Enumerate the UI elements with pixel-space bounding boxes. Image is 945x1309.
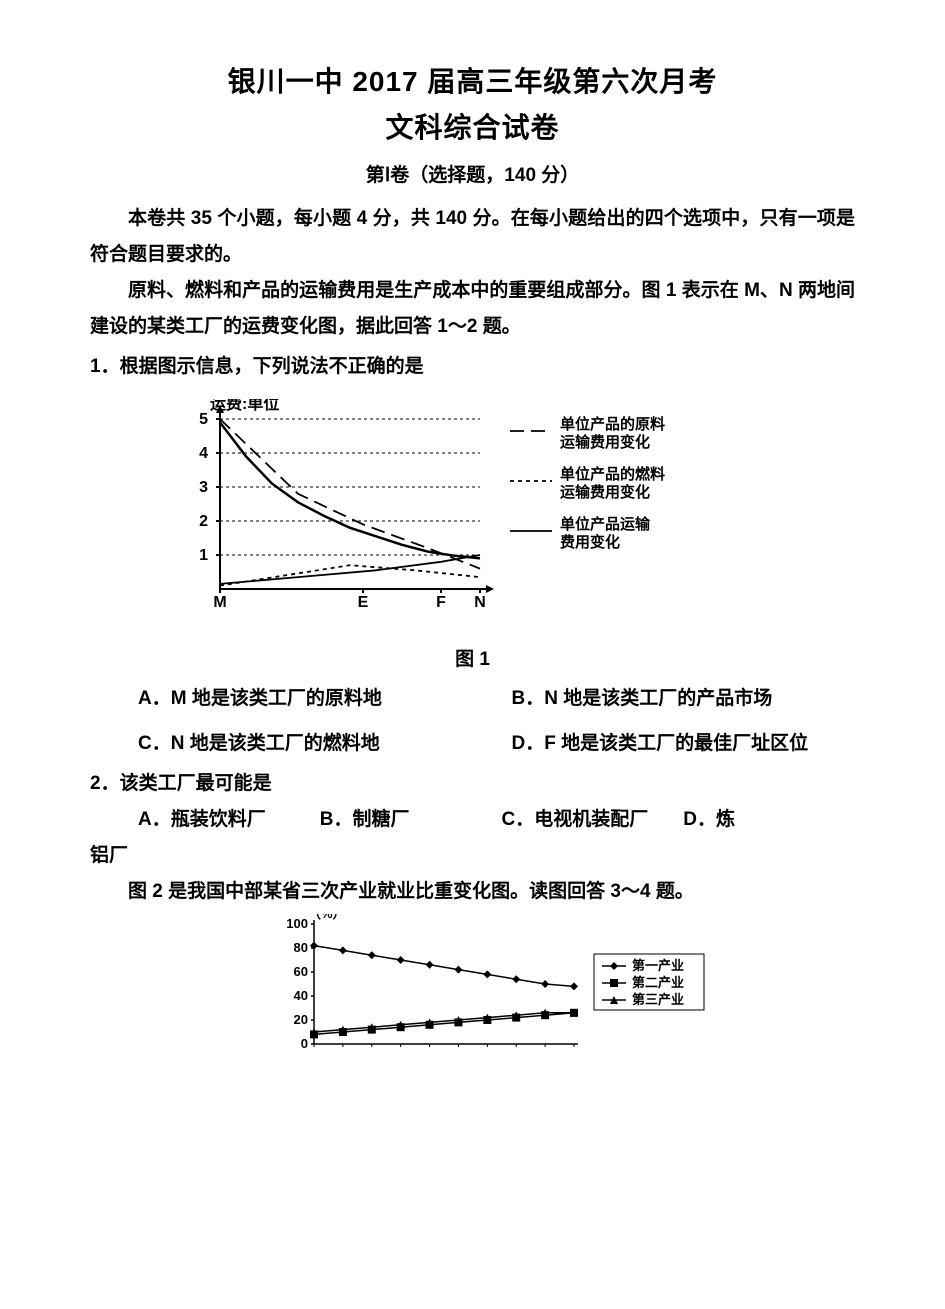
q1-option-a: A．M 地是该类工厂的原料地: [138, 681, 482, 717]
doc-subtitle: 第Ⅰ卷（选择题，140 分）: [90, 160, 855, 187]
svg-text:40: 40: [294, 988, 308, 1003]
svg-text:第一产业: 第一产业: [632, 958, 684, 973]
figure-1: 运费:单位12345MEFN单位产品的原料运输费用变化单位产品的燃料运输费用变化…: [170, 399, 855, 614]
q1-option-d: D．F 地是该类工厂的最佳厂址区位: [512, 726, 856, 762]
svg-text:60: 60: [294, 964, 308, 979]
svg-text:N: N: [474, 594, 486, 609]
svg-text:80: 80: [294, 940, 308, 955]
q2-option-d-wrap: 铝厂: [90, 838, 855, 874]
svg-text:M: M: [213, 594, 226, 609]
svg-text:E: E: [358, 594, 369, 609]
svg-text:费用变化: 费用变化: [560, 533, 620, 551]
svg-text:第二产业: 第二产业: [632, 975, 684, 990]
svg-text:1: 1: [199, 547, 208, 564]
svg-text:第三产业: 第三产业: [632, 992, 684, 1007]
passage-2: 图 2 是我国中部某省三次产业就业比重变化图。读图回答 3～4 题。: [90, 874, 855, 910]
q2-option-a: A．瓶装饮料厂: [138, 802, 310, 838]
passage-1: 原料、燃料和产品的运输费用是生产成本中的重要组成部分。图 1 表示在 M、N 两…: [90, 273, 855, 345]
svg-text:运输费用变化: 运输费用变化: [560, 433, 650, 451]
figure-1-svg: 运费:单位12345MEFN单位产品的原料运输费用变化单位产品的燃料运输费用变化…: [170, 399, 730, 609]
svg-text:单位产品的原料: 单位产品的原料: [560, 415, 665, 433]
svg-text:运输费用变化: 运输费用变化: [560, 483, 650, 501]
svg-text:单位产品的燃料: 单位产品的燃料: [560, 465, 665, 483]
svg-text:F: F: [436, 594, 446, 609]
svg-text:单位产品运输: 单位产品运输: [560, 515, 651, 533]
q2-option-b: B．制糖厂: [320, 802, 492, 838]
q2-option-d: D．炼: [683, 802, 855, 838]
doc-title-1: 银川一中 2017 届高三年级第六次月考: [90, 60, 855, 100]
q1-option-c: C．N 地是该类工厂的燃料地: [138, 726, 482, 762]
svg-text:（%）: （%）: [308, 914, 346, 921]
q2-stem: 2．该类工厂最可能是: [90, 766, 855, 802]
q1-option-b: B．N 地是该类工厂的产品市场: [512, 681, 856, 717]
svg-text:5: 5: [199, 411, 208, 428]
svg-text:2: 2: [199, 513, 208, 530]
figure-2: （%） 0 20 40 60 80 100 第一产业第二产业第三产业: [270, 914, 855, 1059]
svg-text:3: 3: [199, 479, 208, 496]
svg-text:100: 100: [286, 916, 308, 931]
q2-option-c: C．电视机装配厂: [502, 802, 674, 838]
svg-text:4: 4: [199, 445, 208, 462]
figure-1-caption: 图 1: [90, 644, 855, 671]
doc-title-2: 文科综合试卷: [90, 106, 855, 146]
intro-paragraph: 本卷共 35 个小题，每小题 4 分，共 140 分。在每小题给出的四个选项中，…: [90, 201, 855, 273]
q1-options: A．M 地是该类工厂的原料地 B．N 地是该类工厂的产品市场 C．N 地是该类工…: [90, 681, 855, 761]
q2-options: A．瓶装饮料厂 B．制糖厂 C．电视机装配厂 D．炼 铝厂: [90, 802, 855, 874]
svg-text:20: 20: [294, 1012, 308, 1027]
figure-2-svg: （%） 0 20 40 60 80 100 第一产业第二产业第三产业: [270, 914, 750, 1054]
svg-text:0: 0: [301, 1036, 308, 1051]
q1-stem: 1．根据图示信息，下列说法不正确的是: [90, 349, 855, 385]
